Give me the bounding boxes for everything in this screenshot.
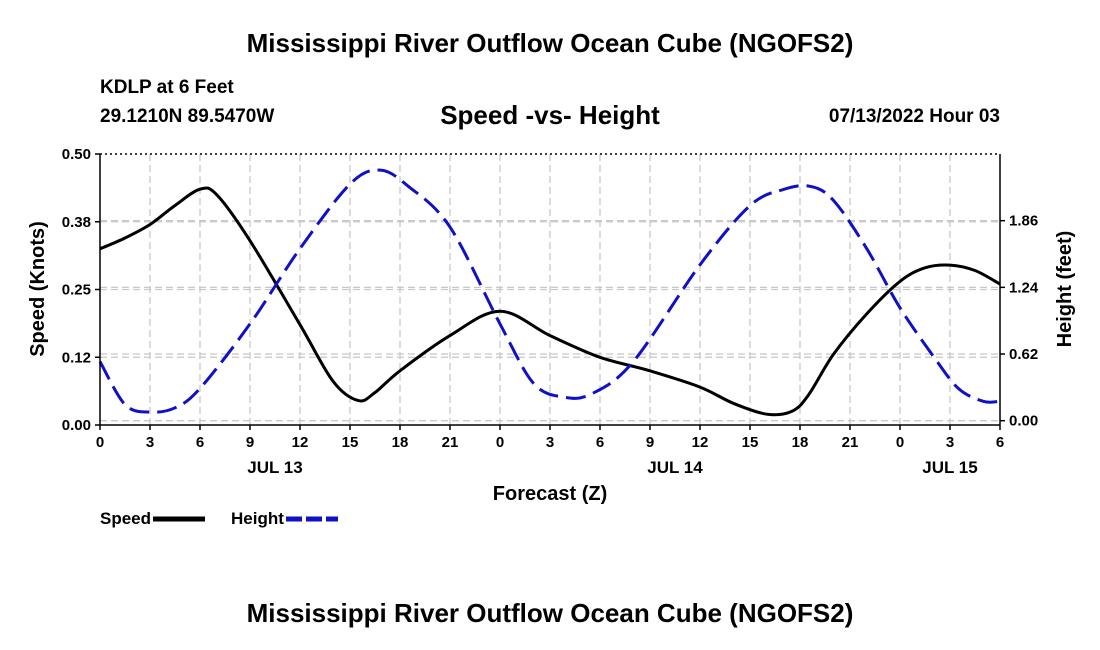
forecast-datetime: 07/13/2022 Hour 03 bbox=[828, 106, 1000, 127]
x-tick-label: 0 bbox=[896, 434, 904, 451]
x-tick-label: 18 bbox=[792, 434, 809, 451]
x-tick-label: 9 bbox=[646, 434, 654, 451]
legend-speed: Speed bbox=[100, 509, 207, 529]
speed-height-chart: 0 3 6 9 12 15 18 21 0 3 6 9 12 15 18 21 0 3 6 JUL 13 JUL 14 J… bbox=[27, 146, 1076, 505]
x-day-label: JUL 13 bbox=[247, 458, 302, 477]
legend-speed-label: Speed bbox=[100, 509, 152, 528]
y-axis-label-right: Height (feet) bbox=[1054, 231, 1076, 348]
x-tick-label: 15 bbox=[742, 434, 759, 451]
x-tick-label: 21 bbox=[842, 434, 859, 451]
x-axis-label: Forecast (Z) bbox=[493, 483, 607, 505]
x-tick-label: 6 bbox=[596, 434, 604, 451]
x-tick-label: 3 bbox=[146, 434, 154, 451]
legend-height-label: Height bbox=[231, 509, 284, 528]
x-tick-label: 15 bbox=[342, 434, 359, 451]
axes: 0 3 6 9 12 15 18 21 0 3 6 9 12 15 18 21 0 3 6 JUL 13 JUL 14 J… bbox=[62, 146, 1039, 477]
legend-speed-swatch bbox=[153, 516, 206, 522]
x-tick-label: 18 bbox=[392, 434, 409, 451]
x-tick-label: 12 bbox=[292, 434, 309, 451]
speed-series-line bbox=[99, 186, 1001, 417]
legend-height-swatch bbox=[285, 516, 338, 522]
x-tick-label: 3 bbox=[946, 434, 954, 451]
station-coordinates: 29.1210N 89.5470W bbox=[100, 106, 275, 127]
y-axis-label-left: Speed (Knots) bbox=[27, 221, 49, 357]
height-series-line bbox=[98, 168, 1001, 414]
chart-title: Mississippi River Outflow Ocean Cube (NG… bbox=[246, 28, 854, 58]
x-tick-label: 0 bbox=[496, 434, 504, 451]
station-label: KDLP at 6 Feet bbox=[100, 77, 234, 98]
x-tick-label: 21 bbox=[442, 434, 459, 451]
bottom-title: Mississippi River Outflow Ocean Cube (NG… bbox=[246, 598, 854, 628]
series-group bbox=[98, 168, 1001, 417]
y-tick-label-left: 0.25 bbox=[62, 282, 91, 299]
y-tick-label-left: 0.00 bbox=[62, 417, 91, 434]
y-tick-label-left: 0.12 bbox=[62, 349, 91, 366]
x-day-label: JUL 15 bbox=[922, 458, 977, 477]
y-tick-label-left: 0.38 bbox=[62, 214, 91, 231]
y-tick-label-right: 0.00 bbox=[1009, 413, 1038, 430]
x-tick-label: 9 bbox=[246, 434, 254, 451]
chart-subtitle: Speed -vs- Height bbox=[440, 100, 660, 130]
x-tick-label: 3 bbox=[546, 434, 554, 451]
x-day-label: JUL 14 bbox=[647, 458, 703, 477]
y-tick-label-left: 0.50 bbox=[62, 146, 91, 163]
x-tick-label: 12 bbox=[692, 434, 709, 451]
y-tick-label-right: 1.24 bbox=[1009, 279, 1039, 296]
y-tick-label-right: 0.62 bbox=[1009, 346, 1038, 363]
x-tick-label: 6 bbox=[196, 434, 204, 451]
legend-height: Height bbox=[231, 509, 340, 529]
x-tick-label: 0 bbox=[96, 434, 104, 451]
grid-lines bbox=[100, 154, 1000, 425]
y-tick-label-right: 1.86 bbox=[1009, 213, 1038, 230]
x-tick-label: 6 bbox=[996, 434, 1004, 451]
